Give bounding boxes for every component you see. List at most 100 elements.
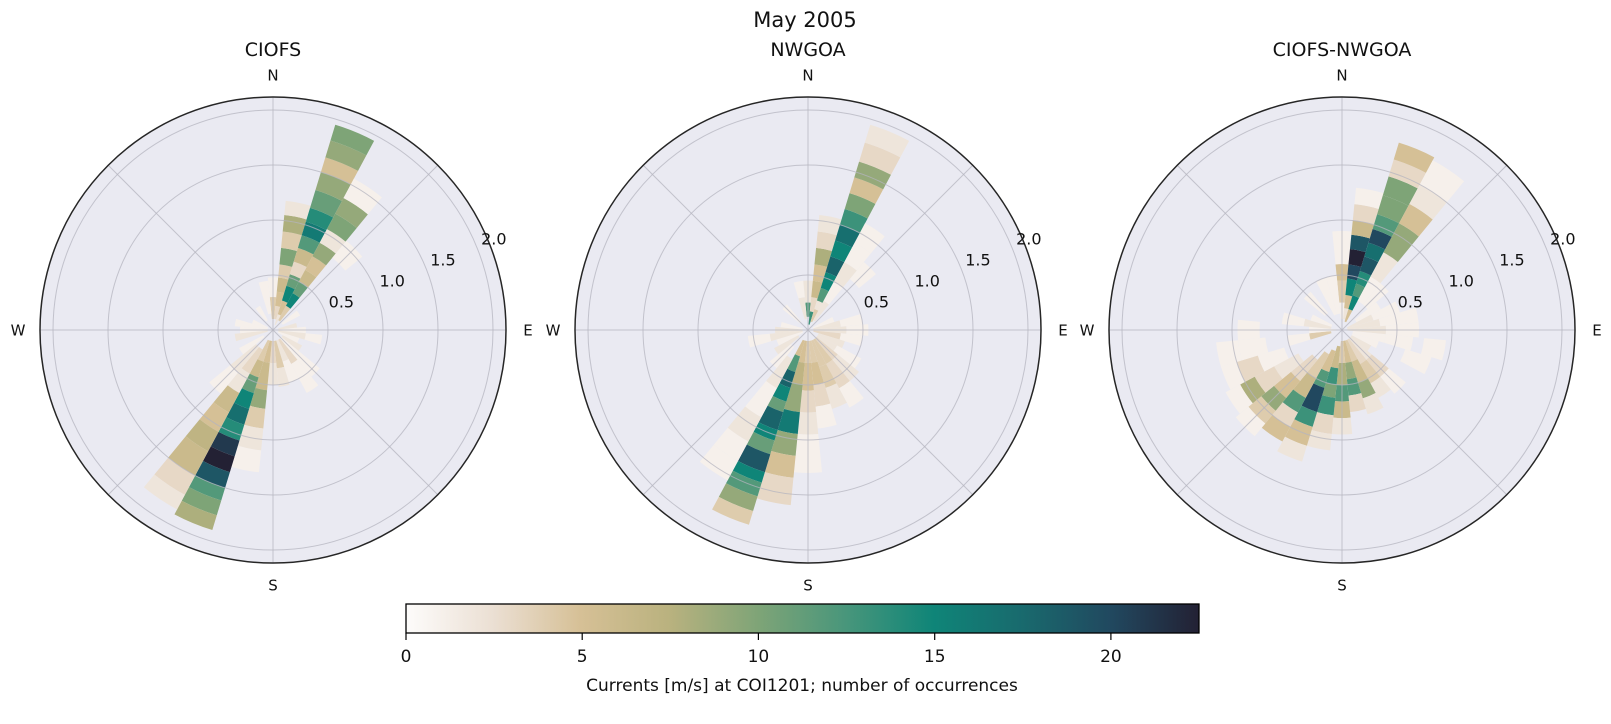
rose-petal-segment bbox=[758, 405, 784, 430]
colorbar-tick-label: 10 bbox=[748, 647, 770, 667]
rose-petal-segment bbox=[1309, 331, 1332, 340]
rose-petal-segment bbox=[244, 405, 266, 429]
compass-label-s: S bbox=[268, 576, 278, 594]
rose-petal-segment bbox=[1362, 393, 1384, 415]
rose-petal-segment bbox=[1352, 283, 1365, 298]
rose-petal-segment bbox=[226, 402, 250, 425]
rose-petal-segment bbox=[320, 157, 359, 185]
rose-petal-segment bbox=[291, 359, 319, 394]
rose-petal-segment bbox=[1257, 347, 1289, 372]
rose-petal-segment bbox=[780, 322, 803, 330]
rose-petal-segment bbox=[1261, 415, 1291, 442]
colorbar-tick-label: 0 bbox=[401, 647, 412, 667]
rose-petal-segment bbox=[817, 215, 842, 236]
rose-petal-segment bbox=[1354, 187, 1384, 209]
rose-petal-segment bbox=[1326, 366, 1339, 385]
rose-petal-segment bbox=[812, 264, 828, 283]
rose-petal-segment bbox=[825, 256, 845, 277]
rose-petal-segment bbox=[830, 240, 853, 263]
rose-petal-segment bbox=[275, 291, 285, 307]
rose-petal-segment bbox=[1225, 384, 1253, 414]
rose-petal-segment bbox=[1359, 256, 1379, 276]
rose-petal-segment bbox=[814, 247, 832, 267]
rose-petal-segment bbox=[769, 330, 803, 342]
rose-petal-segment bbox=[732, 460, 765, 483]
rose-petal-segment bbox=[756, 472, 794, 506]
rose-petal-segment bbox=[1347, 318, 1381, 330]
rose-petal-segment bbox=[1236, 355, 1265, 382]
rose-petal-segment bbox=[771, 430, 798, 456]
rose-petal-segment bbox=[305, 256, 327, 278]
rose-petal-segment bbox=[1368, 228, 1392, 250]
rose-petal-segment bbox=[234, 318, 268, 330]
rose-petal-segment bbox=[1370, 376, 1391, 398]
compass-label-w: W bbox=[546, 321, 561, 339]
r-tick-label: 1.5 bbox=[965, 250, 990, 269]
rose-petal-segment bbox=[1348, 295, 1360, 311]
compass-label-w: W bbox=[1080, 321, 1095, 339]
rose-petal-segment bbox=[203, 446, 235, 473]
rose-petal-segment bbox=[281, 231, 302, 252]
rose-petal-segment bbox=[282, 215, 307, 236]
compass-label-e: E bbox=[523, 321, 532, 339]
rose-petal-segment bbox=[251, 319, 269, 329]
rose-petal-segment bbox=[849, 177, 884, 204]
rose-petal-segment bbox=[168, 436, 209, 476]
rose-petal-segment bbox=[310, 190, 342, 218]
rose-petal-segment bbox=[282, 359, 299, 383]
rose-petal-segment bbox=[278, 305, 291, 322]
rose-petal-segment bbox=[289, 261, 307, 279]
r-tick-label: 1.0 bbox=[1448, 271, 1473, 290]
rose-petal-segment bbox=[185, 419, 219, 452]
rose-petal-segment bbox=[1420, 338, 1446, 361]
rose-petal-segment bbox=[274, 305, 281, 320]
rose-petal-segment bbox=[1352, 204, 1379, 225]
rose-petal-segment bbox=[1383, 223, 1419, 262]
rose-petal-segment bbox=[1378, 307, 1419, 327]
rose-petal-segment bbox=[241, 347, 263, 374]
r-tick-label: 0.5 bbox=[329, 292, 354, 311]
polar-grid bbox=[1109, 97, 1575, 563]
rose-petal-segment bbox=[793, 280, 805, 299]
rose-petal-segment bbox=[1344, 294, 1353, 309]
grid-spoke bbox=[272, 164, 439, 331]
rose-petal-segment bbox=[1364, 242, 1386, 263]
rose-petal-segment bbox=[304, 333, 323, 345]
compass-label-w: W bbox=[11, 321, 26, 339]
rose-petal-segment bbox=[1370, 252, 1398, 284]
polar-spine bbox=[1108, 96, 1576, 564]
panel-title-ciofs: CIOFS bbox=[245, 39, 301, 61]
rose-petal-segment bbox=[1287, 333, 1311, 346]
rose-panels: N E S W 0.5 1.0 1.5 2.0 N E S W 0.5 1.0 1.5 2.0 N E S W 0.5 1… bbox=[11, 66, 1602, 594]
rose-petal-segment bbox=[1345, 361, 1357, 380]
rose-petal-segment bbox=[811, 280, 823, 299]
colorbar-tick-label: 20 bbox=[1100, 647, 1122, 667]
rose-petal-segment bbox=[281, 285, 295, 303]
rose-petal-segment bbox=[210, 431, 240, 457]
rose-petal-segment bbox=[798, 340, 807, 363]
rose-petal-segment bbox=[795, 339, 805, 357]
rose-petal-segment bbox=[1301, 383, 1325, 413]
rose-petal-segment bbox=[1351, 333, 1379, 349]
compass-label-s: S bbox=[803, 576, 813, 594]
rose-petal-segment bbox=[810, 308, 819, 323]
rose-petal-segment bbox=[1372, 214, 1400, 237]
r-tick-label: 2.0 bbox=[481, 229, 506, 248]
rose-petal-segment bbox=[825, 383, 847, 409]
rose-petal-segment bbox=[745, 381, 777, 418]
rose-petal-segment bbox=[813, 320, 841, 330]
rose-petal-segment bbox=[263, 340, 272, 363]
rose-petal-segment bbox=[1409, 184, 1447, 220]
rose-petal-segment bbox=[312, 242, 336, 266]
rose-petal-segment bbox=[814, 300, 823, 311]
grid-spoke bbox=[642, 329, 809, 496]
rose-petal-segment bbox=[1377, 195, 1409, 224]
r-tick-label: 0.5 bbox=[1398, 292, 1423, 311]
rose-petal-segment bbox=[746, 431, 775, 455]
rose-petal-segment bbox=[1294, 405, 1318, 427]
rose-petal-segment bbox=[234, 388, 254, 409]
rose-petal-segment bbox=[278, 330, 306, 340]
rose-petal-segment bbox=[767, 395, 787, 413]
rose-petal-segment bbox=[1240, 376, 1266, 404]
rose-petal-segment bbox=[1384, 334, 1414, 351]
